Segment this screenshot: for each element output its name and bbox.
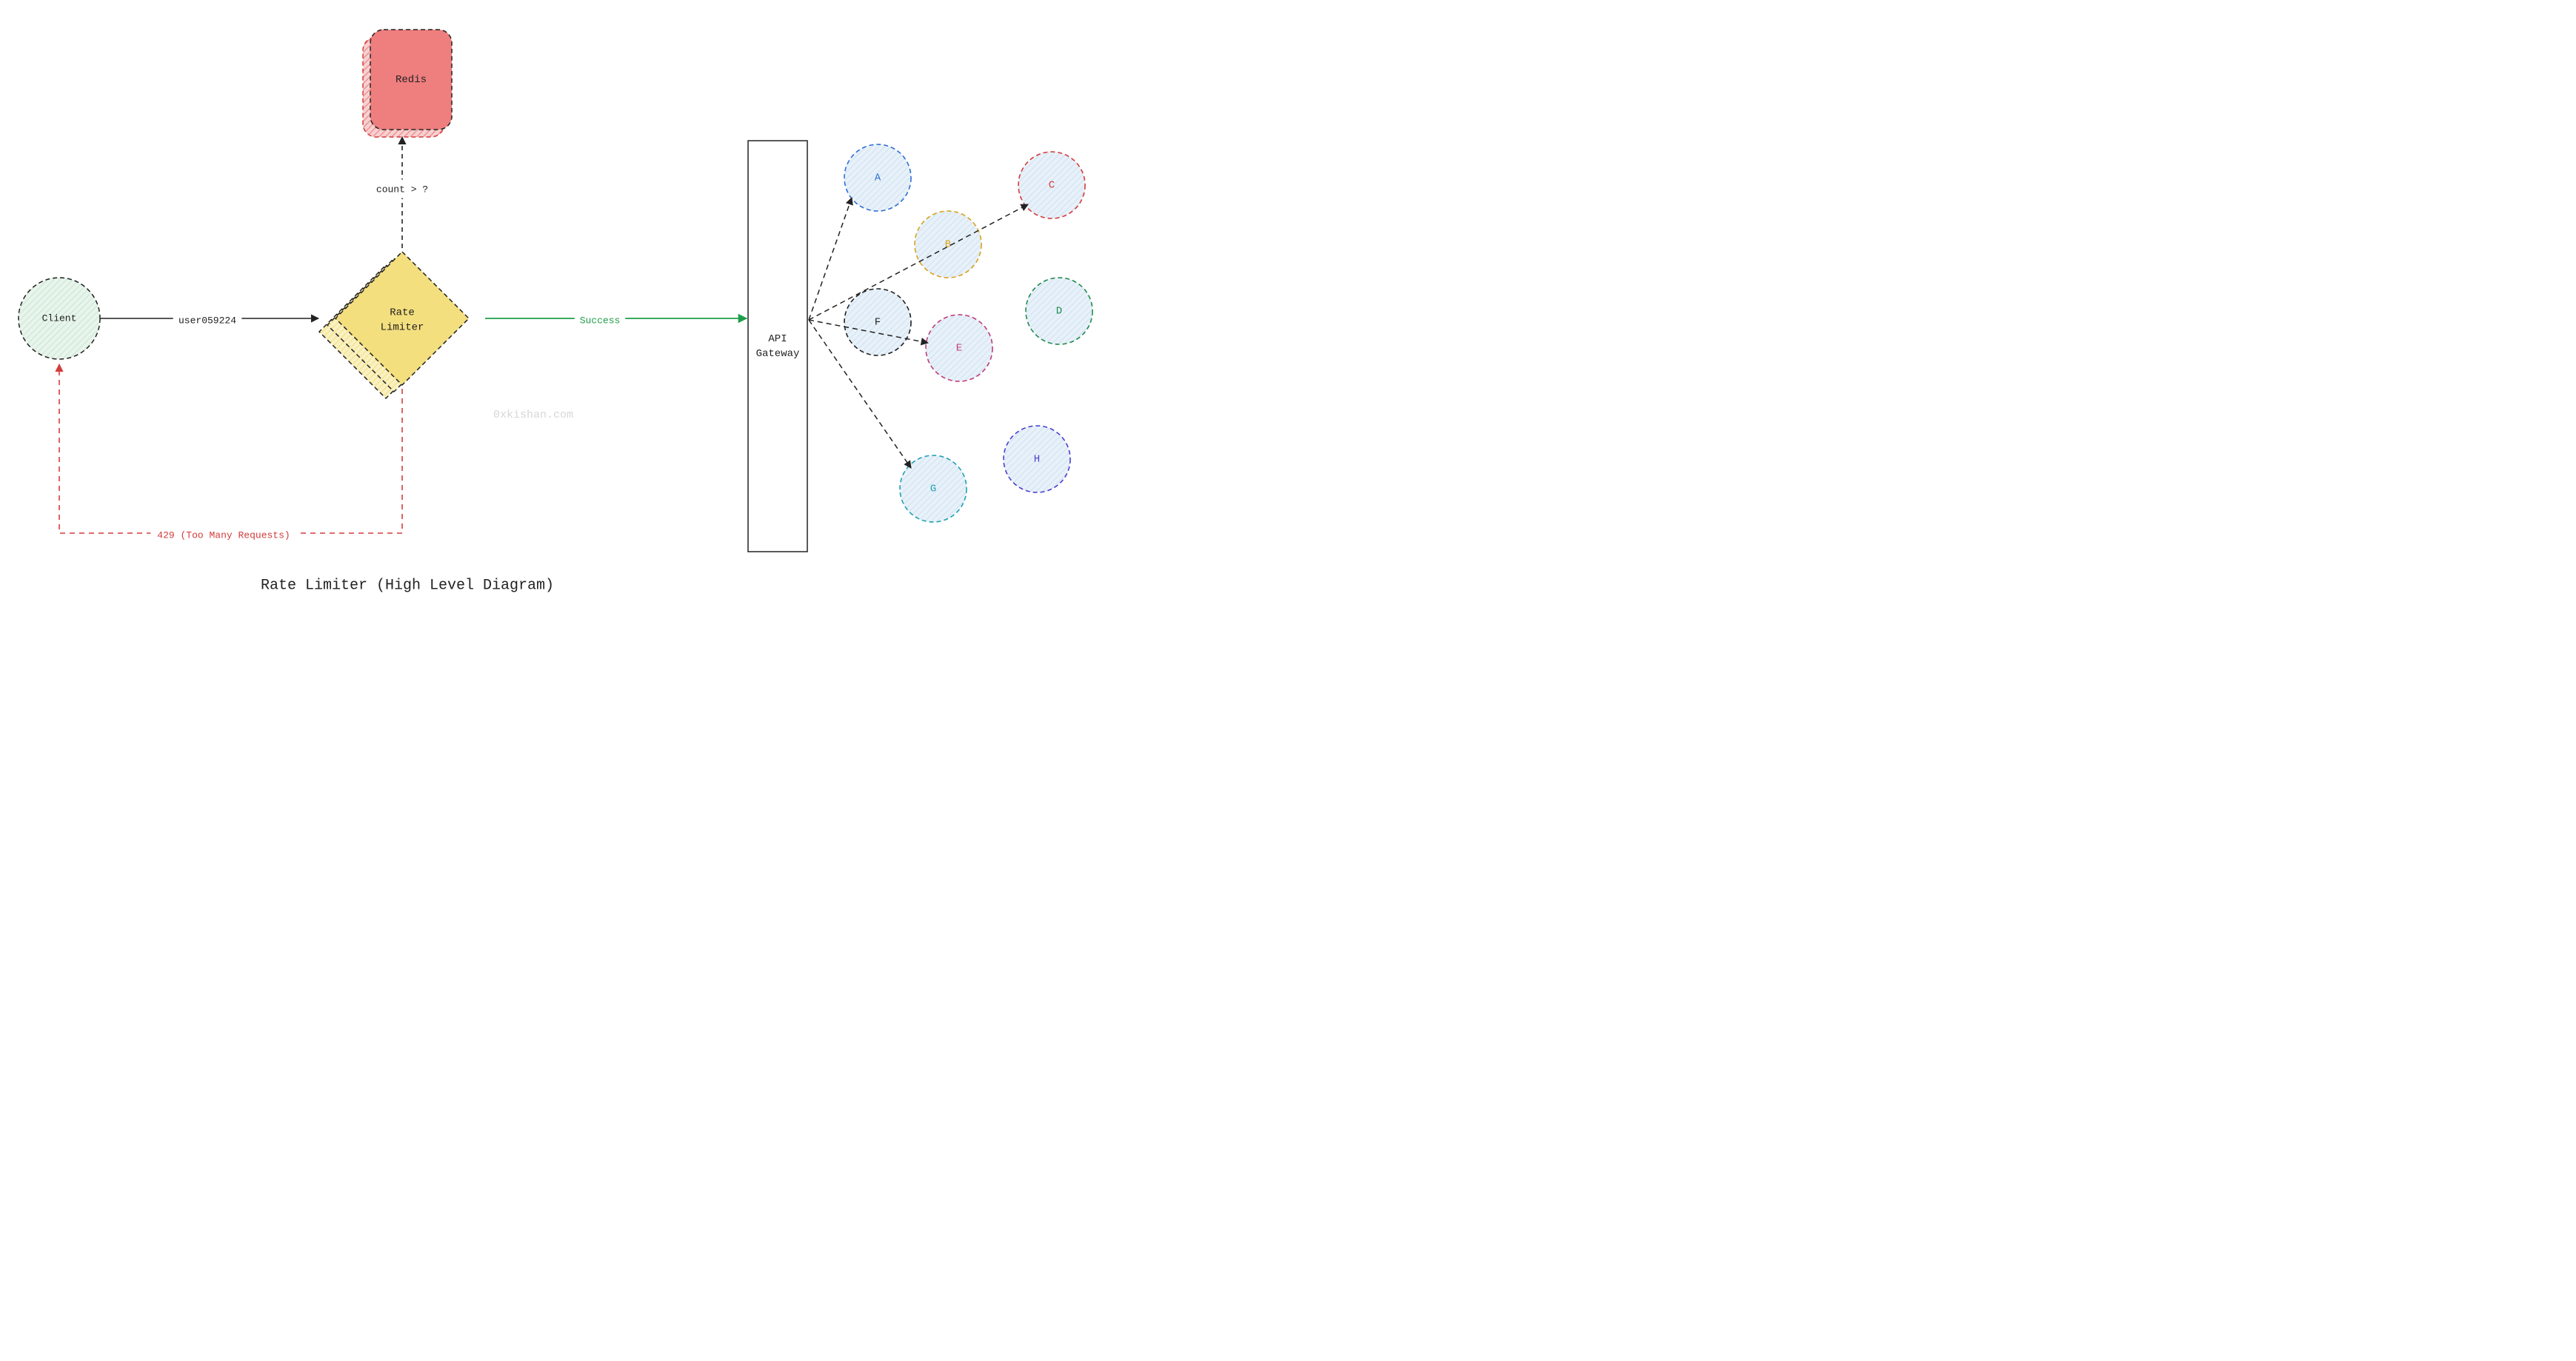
service-node-f: F [844,289,911,355]
edge-label-count: count > ? [376,184,428,195]
api-gateway-label: Gateway [756,348,800,360]
service-node-a: A [844,144,911,211]
rate-limiter-label: Limiter [381,322,424,334]
service-node-h: H [1004,426,1070,492]
service-node-c: C [1018,152,1085,218]
svg-text:API: API [768,333,787,345]
edge-429 [59,364,402,533]
service-node-b: B [915,211,981,278]
edge-label-success: Success [580,315,621,326]
service-label-h: H [1034,454,1040,466]
redis-node: Redis [363,30,452,137]
service-label-a: A [875,173,881,184]
diagram-title: Rate Limiter (High Level Diagram) [261,577,554,594]
service-label-f: F [875,317,881,329]
service-node-g: G [900,455,967,522]
service-label-e: E [956,343,962,355]
service-label-c: C [1049,180,1055,192]
edge-gateway-fanout-0 [809,198,852,320]
redis-label: Redis [396,74,427,86]
service-label-d: D [1056,306,1062,318]
service-node-e: E [926,315,992,381]
edge-label-429: 429 (Too Many Requests) [157,529,290,541]
client-label: Client [42,312,77,324]
edge-gateway-fanout-1 [809,204,1028,320]
watermark: 0xkishan.com [493,409,573,421]
svg-text:Rate: Rate [390,307,415,319]
service-node-d: D [1026,278,1092,344]
edge-label-user: user059224 [178,315,236,326]
client-node: Client [19,278,100,359]
api-gateway-node: API Gateway [748,141,807,552]
service-label-g: G [930,484,936,495]
rate-limiter-node: Rate Limiter [319,252,469,398]
